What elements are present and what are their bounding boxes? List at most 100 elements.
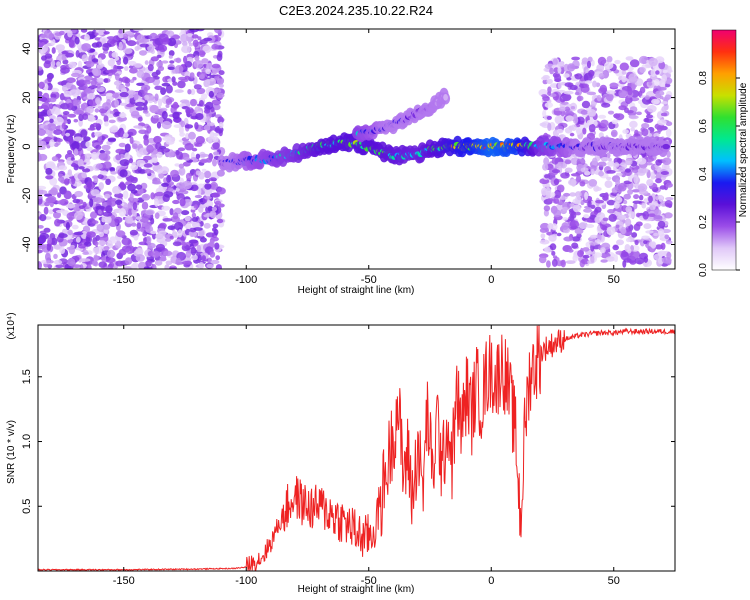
spectral-blob	[656, 125, 664, 132]
spectral-blob	[215, 255, 220, 261]
spectral-blob	[198, 171, 205, 180]
spectral-blob	[194, 55, 200, 62]
spectral-blob	[549, 243, 557, 251]
spectral-blob	[627, 189, 634, 195]
spectral-blob	[65, 203, 76, 209]
spectral-blob	[78, 205, 85, 210]
spectral-blob	[67, 229, 73, 236]
spectral-blob	[161, 205, 171, 211]
spectral-blob	[123, 56, 129, 65]
spectral-blob	[542, 97, 550, 102]
spectral-blob	[58, 176, 65, 182]
spectral-blob	[169, 208, 174, 216]
spectral-blob	[118, 142, 126, 148]
spectral-blob	[572, 204, 581, 213]
spectral-blob	[165, 139, 175, 145]
spectral-blob	[605, 93, 614, 102]
spectral-blob	[657, 228, 665, 237]
spectral-blob	[137, 188, 144, 195]
spectral-blob	[41, 102, 51, 109]
spectral-blob	[87, 218, 96, 227]
spectral-blob	[70, 157, 75, 161]
spectral-blob	[185, 107, 191, 116]
spectral-blob	[38, 139, 44, 148]
spectral-blob	[68, 129, 75, 137]
spectral-blob	[643, 256, 648, 263]
spectral-blob	[561, 222, 569, 231]
spectral-blob	[550, 192, 556, 198]
spectral-blob	[660, 242, 666, 250]
spectral-blob	[634, 257, 645, 265]
spectral-blob	[84, 34, 90, 41]
spectral-blob	[604, 61, 614, 70]
spectral-blob	[544, 174, 550, 179]
spectral-blob	[199, 50, 206, 58]
spectral-blob	[83, 79, 91, 85]
spectral-blob	[195, 153, 201, 159]
spectral-blob	[584, 74, 589, 83]
spectral-blob	[615, 172, 623, 177]
spectral-blob	[554, 73, 562, 82]
spectrogram-frame	[37, 28, 676, 270]
spectral-blob	[191, 212, 197, 219]
spectral-blob	[205, 101, 214, 110]
spectral-blob	[57, 192, 62, 199]
spectral-blob	[661, 74, 667, 83]
colorbar-tick-label: 0.2	[698, 215, 709, 229]
colorbar-tick-label: 0.0	[698, 263, 709, 277]
spectral-blob	[190, 246, 197, 256]
spectral-blob	[119, 181, 125, 190]
spectral-blob	[131, 222, 137, 227]
spectral-blob	[193, 227, 203, 231]
spectral-blob	[61, 122, 66, 129]
spectral-blob	[571, 56, 580, 61]
spectral-blob	[177, 147, 186, 152]
snr-line	[38, 325, 675, 571]
spectral-blob	[564, 106, 571, 112]
spectral-blob	[631, 232, 638, 238]
spectral-blob	[70, 162, 77, 167]
spectral-blob	[59, 246, 66, 254]
spectral-blob	[572, 254, 578, 262]
spectral-blob	[129, 136, 134, 145]
spectral-blob	[143, 86, 148, 95]
spectral-blob	[213, 151, 220, 156]
spectral-blob	[197, 187, 202, 196]
spectral-blob	[622, 260, 627, 268]
spectral-blob	[198, 229, 205, 237]
spectral-blob	[153, 135, 162, 144]
spectral-blob	[154, 212, 160, 219]
spectral-blob	[579, 181, 586, 187]
spectral-blob	[67, 102, 74, 111]
spectral-blob	[557, 66, 562, 74]
spectral-blob	[102, 102, 112, 110]
spectral-blob	[198, 100, 204, 107]
spectral-blob	[49, 118, 54, 124]
spectral-blob	[658, 194, 664, 202]
spectral-blob	[545, 182, 550, 189]
spectral-blob	[629, 260, 637, 265]
spectral-blob	[106, 113, 115, 119]
spectral-blob	[143, 137, 149, 146]
spectral-blob	[602, 217, 609, 222]
spectral-blob	[556, 161, 566, 169]
spectrogram-x-ticks: -150 -100 -50 0 50	[113, 29, 620, 286]
spectral-blob	[68, 245, 76, 255]
spectral-blob	[166, 174, 172, 183]
spectral-blob	[209, 210, 217, 219]
spectral-blob	[575, 195, 582, 205]
spectral-blob	[80, 258, 91, 262]
spectral-blob	[119, 91, 129, 98]
spectral-blob	[600, 119, 609, 128]
spectral-blob	[92, 122, 99, 128]
spectral-blob	[653, 214, 663, 222]
spectral-blob	[653, 232, 659, 237]
spectral-blob	[648, 241, 656, 247]
spectral-blob	[68, 61, 77, 69]
spectral-blob	[103, 161, 112, 170]
spectral-blob	[45, 175, 54, 180]
spectral-blob	[583, 208, 593, 213]
spectral-blob	[625, 95, 633, 105]
spectral-blob	[160, 166, 170, 175]
spectral-blob	[184, 216, 191, 222]
